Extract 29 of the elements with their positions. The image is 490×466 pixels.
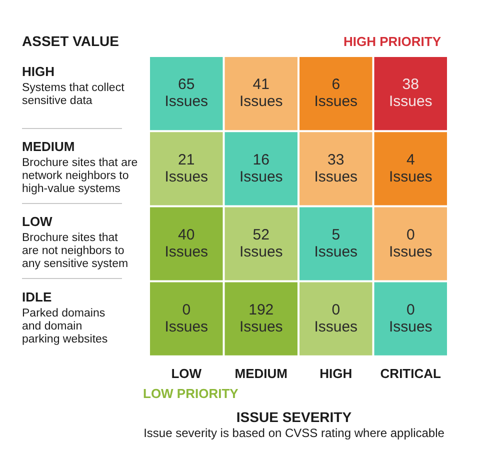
- data-label: 0 Issues: [388, 301, 432, 336]
- data-label: 52 Issues: [239, 226, 283, 260]
- data-label: 0 Issues: [314, 301, 358, 336]
- data-label: 4 Issues: [388, 151, 432, 186]
- data-label: 33 Issues: [314, 151, 358, 186]
- data-label: 5 Issues: [314, 226, 358, 260]
- x-tick-label: CRITICAL: [380, 366, 442, 381]
- text: Issue severity is based on CVSS rating where applicable: [144, 426, 445, 440]
- x-axis-title: ISSUE SEVERITY: [236, 409, 352, 425]
- y-tick-label: IDLE Parked domains and domain parking websites: [22, 289, 108, 346]
- annotation: HIGH PRIORITY: [343, 34, 442, 49]
- text: LOW PRIORITY: [143, 386, 239, 401]
- data-label: 16 Issues: [239, 151, 283, 186]
- data-label: 21 Issues: [164, 151, 208, 186]
- data-label: 6 Issues: [314, 76, 358, 110]
- y-axis-title: ASSET VALUE: [22, 33, 119, 49]
- data-label: 65 Issues: [164, 76, 208, 110]
- data-label: 0 Issues: [388, 226, 432, 260]
- data-label: 41 Issues: [239, 76, 283, 110]
- data-label: 40 Issues: [164, 226, 208, 260]
- y-tick-label: LOW Brochure sites that are not neighbors to any sensitive system: [22, 214, 128, 270]
- y-tick-label: MEDIUM Brochure sites that are network neighbors to high-value systems: [22, 139, 138, 196]
- data-label: 38 Issues: [388, 76, 432, 110]
- x-tick-label: MEDIUM: [234, 366, 288, 381]
- x-tick-label: LOW: [171, 366, 202, 381]
- y-tick-label: HIGH Systems that collect sensitive data: [22, 64, 126, 107]
- data-label: 192 Issues: [239, 301, 283, 336]
- x-tick-label: HIGH: [320, 366, 352, 381]
- data-label: 0 Issues: [164, 301, 208, 336]
